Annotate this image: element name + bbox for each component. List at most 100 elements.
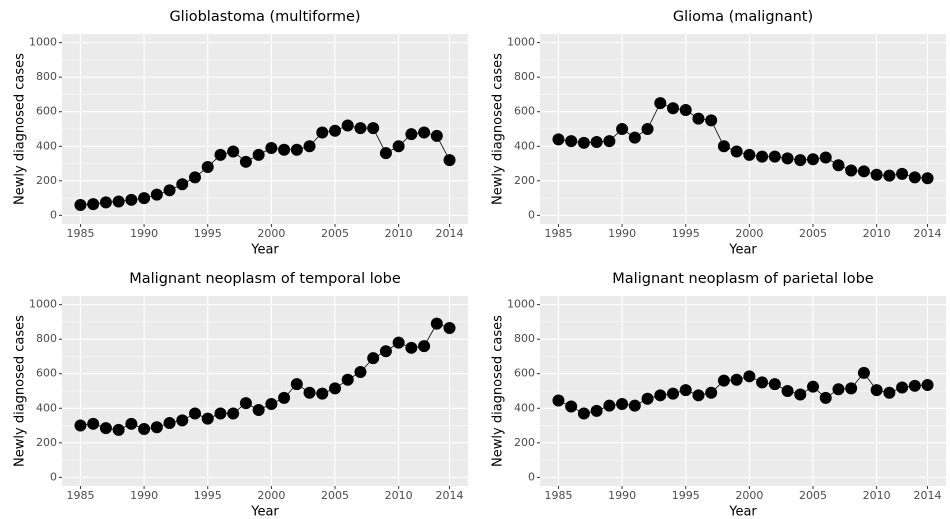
x-tick-label: 1995 [672, 227, 700, 240]
data-point [577, 407, 590, 420]
x-tick-label: 2010 [385, 489, 413, 502]
y-tick-label: 600 [36, 105, 57, 118]
x-tick-label: 1990 [608, 489, 636, 502]
data-point [201, 412, 214, 425]
data-point [756, 150, 769, 163]
data-point [628, 131, 641, 144]
data-point [819, 151, 832, 164]
data-point [265, 142, 278, 154]
data-point [768, 150, 781, 163]
y-tick-label: 1000 [507, 36, 535, 49]
data-point [112, 423, 125, 436]
data-point [239, 155, 252, 168]
y-tick-label: 1000 [29, 36, 57, 49]
data-point [819, 391, 832, 404]
y-tick-label: 600 [36, 367, 57, 380]
data-point [265, 397, 278, 410]
x-axis-title: Year [250, 243, 279, 258]
data-point [692, 389, 705, 402]
data-point [227, 145, 240, 158]
data-point [150, 421, 163, 434]
data-point [418, 340, 431, 353]
x-tick-label: 2000 [735, 489, 763, 502]
y-axis-title: Newly diagnosed cases [491, 53, 506, 205]
data-point [641, 392, 654, 405]
data-point [641, 123, 654, 135]
data-point [290, 143, 303, 156]
data-point [717, 374, 730, 387]
y-tick-label: 0 [50, 208, 57, 221]
x-tick-label: 1995 [194, 489, 222, 502]
data-point [430, 129, 443, 142]
data-point [781, 385, 794, 397]
x-tick-label: 2014 [436, 227, 464, 240]
data-point [303, 140, 316, 153]
data-point [405, 341, 418, 354]
data-point [176, 414, 189, 427]
data-point [667, 387, 679, 400]
data-point [577, 136, 590, 149]
x-tick-label: 2010 [863, 489, 891, 502]
x-tick-label: 2000 [257, 227, 285, 240]
data-point [138, 192, 151, 205]
y-tick-label: 200 [36, 436, 57, 449]
data-point [603, 135, 616, 148]
x-tick-label: 1995 [672, 489, 700, 502]
data-point [341, 119, 354, 132]
y-tick-label: 1000 [29, 298, 57, 311]
data-point [590, 135, 603, 148]
x-tick-label: 1995 [194, 227, 222, 240]
data-point [908, 171, 921, 184]
x-tick-label: 2014 [436, 489, 464, 502]
y-tick-label: 800 [514, 332, 535, 345]
data-point [896, 381, 909, 394]
data-point [921, 172, 934, 185]
y-tick-label: 800 [514, 70, 535, 83]
data-point [189, 171, 201, 184]
data-point [781, 152, 794, 165]
data-point [341, 373, 354, 386]
data-point [857, 165, 870, 178]
data-point [908, 379, 921, 392]
data-point [794, 388, 807, 401]
data-point [163, 416, 176, 429]
x-tick-label: 2014 [914, 489, 942, 502]
data-point [807, 380, 819, 393]
data-point [667, 102, 679, 115]
data-point [201, 161, 214, 173]
data-point [832, 159, 845, 172]
data-point [418, 126, 431, 139]
data-point [252, 148, 265, 161]
chart-title: Malignant neoplasm of temporal lobe [129, 271, 401, 287]
data-point [705, 386, 718, 399]
data-point [379, 345, 392, 358]
data-point [329, 382, 341, 395]
data-point [743, 148, 756, 161]
data-point [278, 391, 291, 404]
y-tick-label: 400 [514, 401, 535, 414]
data-point [705, 114, 718, 127]
data-point [303, 386, 316, 399]
data-point [316, 387, 329, 400]
data-point [392, 336, 405, 349]
y-tick-label: 800 [36, 70, 57, 83]
data-point [730, 373, 743, 386]
x-tick-label: 2005 [321, 489, 349, 502]
data-point [214, 148, 227, 161]
data-point [654, 97, 667, 110]
y-axis-title: Newly diagnosed cases [491, 315, 506, 467]
y-tick-label: 0 [528, 208, 535, 221]
data-point [278, 143, 291, 156]
data-point [227, 407, 240, 420]
y-axis-title: Newly diagnosed cases [13, 53, 28, 205]
data-point [405, 128, 418, 141]
data-point [443, 321, 456, 334]
chart-title: Glioma (malignant) [673, 9, 813, 25]
data-point [379, 147, 392, 160]
data-point [392, 140, 405, 153]
data-point [138, 423, 151, 435]
y-tick-label: 600 [514, 367, 535, 380]
data-point [290, 378, 303, 391]
data-point [628, 399, 641, 412]
x-tick-label: 1985 [544, 227, 572, 240]
